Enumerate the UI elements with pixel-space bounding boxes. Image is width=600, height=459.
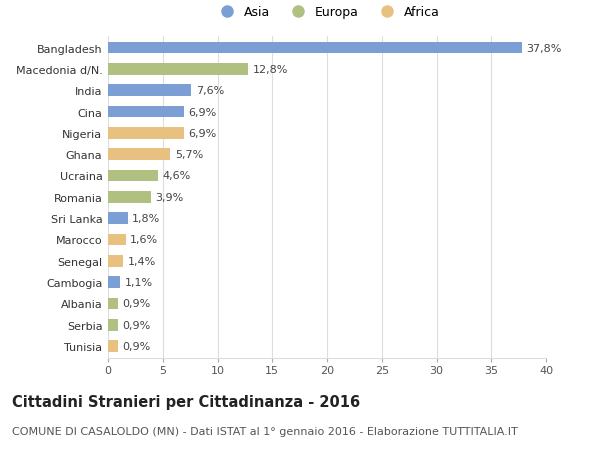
- Text: 3,9%: 3,9%: [155, 192, 184, 202]
- Bar: [108, 64, 248, 76]
- Text: 7,6%: 7,6%: [196, 86, 224, 96]
- Bar: [108, 319, 118, 331]
- Bar: [108, 213, 128, 224]
- Text: 1,8%: 1,8%: [132, 213, 160, 224]
- Text: 0,9%: 0,9%: [122, 299, 151, 309]
- Text: 5,7%: 5,7%: [175, 150, 203, 160]
- Text: 6,9%: 6,9%: [188, 107, 216, 117]
- Text: 1,4%: 1,4%: [128, 256, 156, 266]
- Bar: [108, 149, 170, 161]
- Bar: [108, 106, 184, 118]
- Text: 1,6%: 1,6%: [130, 235, 158, 245]
- Bar: [108, 43, 522, 54]
- Bar: [108, 128, 184, 140]
- Bar: [108, 170, 158, 182]
- Bar: [108, 191, 151, 203]
- Bar: [108, 341, 118, 352]
- Legend: Asia, Europa, Africa: Asia, Europa, Africa: [209, 1, 445, 24]
- Text: 6,9%: 6,9%: [188, 129, 216, 139]
- Text: 37,8%: 37,8%: [526, 44, 562, 53]
- Text: 12,8%: 12,8%: [253, 65, 288, 75]
- Text: 0,9%: 0,9%: [122, 341, 151, 351]
- Text: COMUNE DI CASALOLDO (MN) - Dati ISTAT al 1° gennaio 2016 - Elaborazione TUTTITAL: COMUNE DI CASALOLDO (MN) - Dati ISTAT al…: [12, 426, 518, 436]
- Text: 4,6%: 4,6%: [163, 171, 191, 181]
- Bar: [108, 277, 120, 288]
- Bar: [108, 255, 124, 267]
- Text: Cittadini Stranieri per Cittadinanza - 2016: Cittadini Stranieri per Cittadinanza - 2…: [12, 394, 360, 409]
- Bar: [108, 85, 191, 97]
- Text: 0,9%: 0,9%: [122, 320, 151, 330]
- Bar: [108, 234, 125, 246]
- Text: 1,1%: 1,1%: [124, 278, 152, 287]
- Bar: [108, 298, 118, 310]
